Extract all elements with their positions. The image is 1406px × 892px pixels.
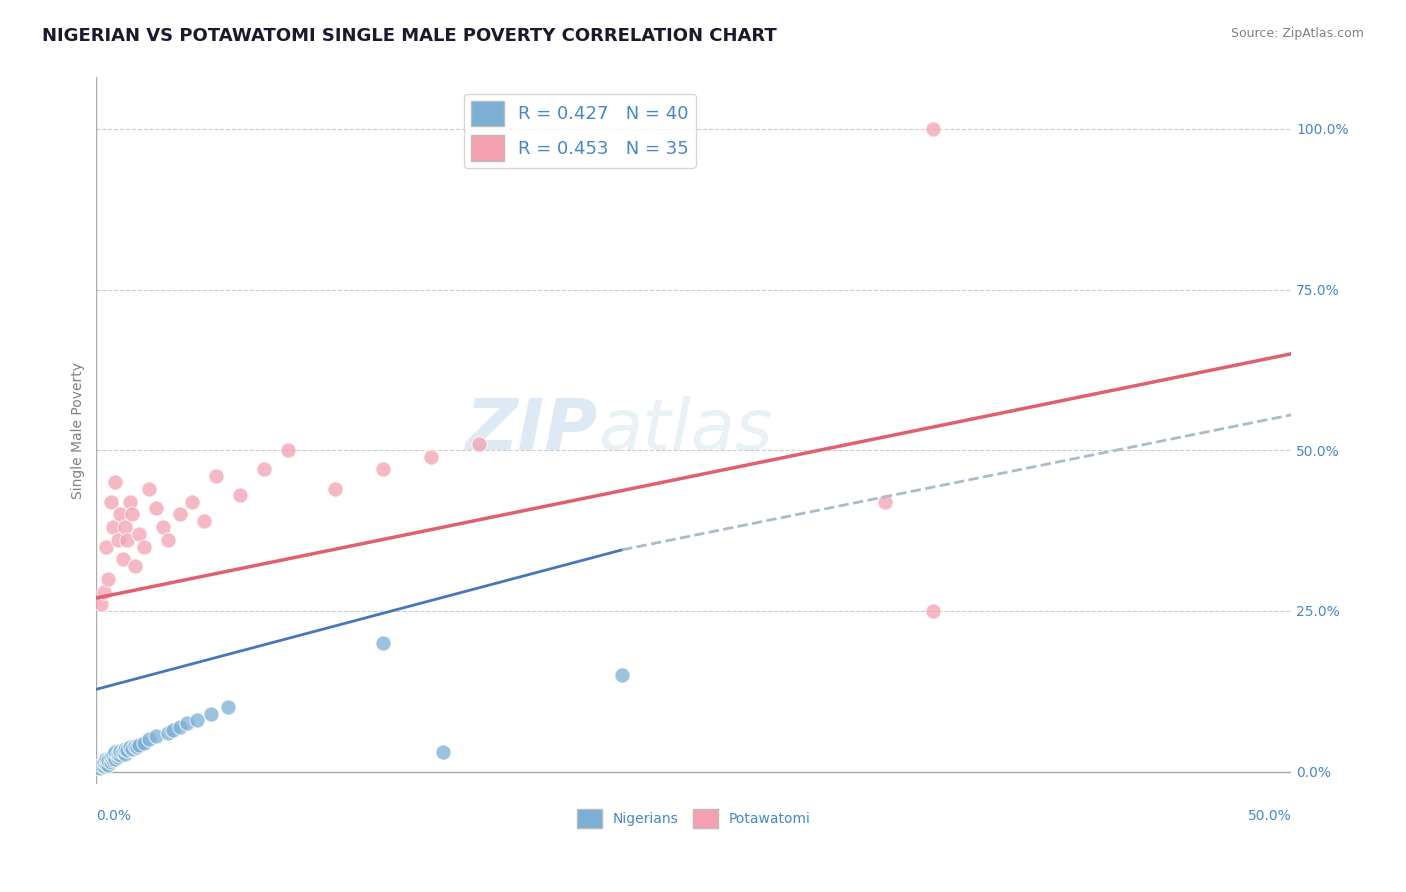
Point bbox=[128, 738, 150, 752]
Point bbox=[94, 756, 117, 771]
Point bbox=[93, 759, 115, 773]
Point bbox=[921, 121, 943, 136]
Point bbox=[104, 475, 127, 490]
Point bbox=[134, 540, 156, 554]
Point bbox=[145, 729, 167, 743]
Point bbox=[101, 520, 124, 534]
Point bbox=[157, 533, 180, 548]
Point bbox=[100, 750, 122, 764]
Point bbox=[104, 752, 127, 766]
Point bbox=[114, 520, 136, 534]
Point bbox=[373, 636, 395, 650]
Point bbox=[121, 508, 143, 522]
Point bbox=[93, 755, 115, 769]
Point bbox=[373, 462, 395, 476]
Point bbox=[169, 508, 191, 522]
Point bbox=[152, 520, 174, 534]
Text: ZIP: ZIP bbox=[465, 396, 598, 466]
Point bbox=[100, 755, 122, 769]
Text: Source: ZipAtlas.com: Source: ZipAtlas.com bbox=[1230, 27, 1364, 40]
Point bbox=[110, 508, 132, 522]
Point bbox=[118, 494, 141, 508]
Point bbox=[107, 533, 129, 548]
Point bbox=[97, 572, 120, 586]
Point bbox=[104, 745, 127, 759]
Legend: Nigerians, Potawatomi: Nigerians, Potawatomi bbox=[571, 803, 817, 834]
Point bbox=[468, 437, 491, 451]
Point bbox=[229, 488, 252, 502]
Point bbox=[125, 740, 148, 755]
Point bbox=[145, 501, 167, 516]
Point bbox=[101, 753, 124, 767]
Point bbox=[121, 742, 143, 756]
Point bbox=[117, 533, 139, 548]
Point bbox=[138, 482, 160, 496]
Point bbox=[97, 753, 120, 767]
Point bbox=[124, 739, 146, 753]
Point bbox=[97, 758, 120, 772]
Point bbox=[253, 462, 276, 476]
Text: atlas: atlas bbox=[598, 396, 773, 466]
Point bbox=[181, 494, 204, 508]
Point bbox=[93, 584, 115, 599]
Point bbox=[111, 745, 134, 759]
Point bbox=[128, 526, 150, 541]
Point bbox=[94, 752, 117, 766]
Point bbox=[114, 742, 136, 756]
Point bbox=[420, 450, 443, 464]
Text: 50.0%: 50.0% bbox=[1247, 809, 1291, 822]
Point bbox=[117, 743, 139, 757]
Point bbox=[90, 598, 112, 612]
Point bbox=[134, 736, 156, 750]
Point bbox=[90, 758, 112, 772]
Point bbox=[205, 469, 228, 483]
Point bbox=[114, 747, 136, 761]
Point bbox=[100, 494, 122, 508]
Point bbox=[325, 482, 347, 496]
Point bbox=[921, 604, 943, 618]
Point bbox=[138, 732, 160, 747]
Point bbox=[432, 745, 454, 759]
Text: 0.0%: 0.0% bbox=[97, 809, 131, 822]
Point bbox=[200, 706, 222, 721]
Point bbox=[193, 514, 215, 528]
Point bbox=[110, 744, 132, 758]
Point bbox=[277, 443, 299, 458]
Point bbox=[101, 748, 124, 763]
Point bbox=[217, 700, 239, 714]
Point bbox=[157, 726, 180, 740]
Point bbox=[110, 748, 132, 763]
Point bbox=[176, 716, 198, 731]
Point bbox=[87, 761, 110, 775]
Point bbox=[186, 713, 208, 727]
Point bbox=[107, 747, 129, 761]
Point bbox=[107, 750, 129, 764]
Point bbox=[610, 668, 633, 682]
Text: NIGERIAN VS POTAWATOMI SINGLE MALE POVERTY CORRELATION CHART: NIGERIAN VS POTAWATOMI SINGLE MALE POVER… bbox=[42, 27, 778, 45]
Point bbox=[169, 720, 191, 734]
Point bbox=[124, 558, 146, 573]
Point bbox=[873, 494, 896, 508]
Point bbox=[118, 740, 141, 755]
Point bbox=[94, 540, 117, 554]
Point bbox=[162, 723, 184, 737]
Point bbox=[111, 552, 134, 566]
Y-axis label: Single Male Poverty: Single Male Poverty bbox=[72, 362, 86, 500]
